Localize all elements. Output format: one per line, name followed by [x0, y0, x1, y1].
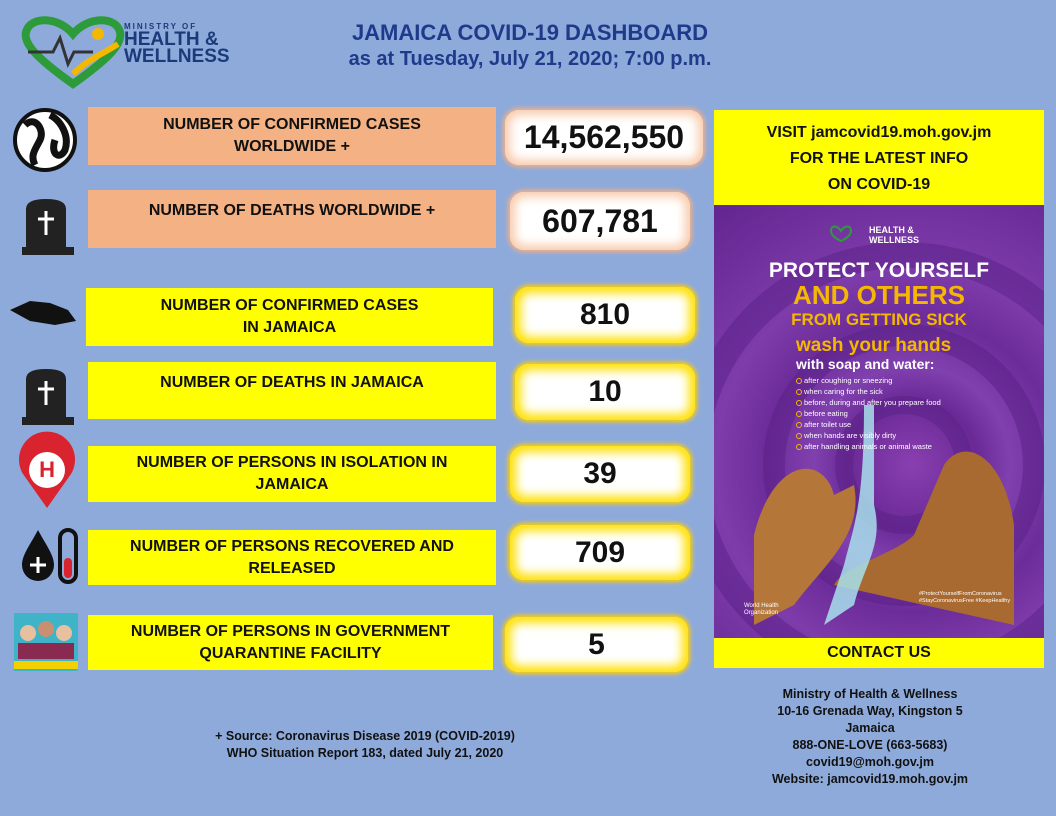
logo-text: MINISTRY OF HEALTH & WELLNESS: [124, 22, 230, 67]
bullet-dot: [796, 389, 802, 395]
bullet-item: before, during and after you prepare foo…: [796, 397, 941, 408]
page-subtitle: as at Tuesday, July 21, 2020; 7:00 p.m.: [348, 48, 712, 70]
bullet-text: before, during and after you prepare foo…: [804, 398, 941, 407]
poster-subhead: wash your hands: [796, 335, 952, 356]
contact-button[interactable]: CONTACT US: [714, 638, 1044, 668]
address-line[interactable]: covid19@moh.gov.jm: [806, 755, 934, 769]
stat-label: NUMBER OF DEATHS IN JAMAICA: [88, 362, 496, 419]
stat-label: NUMBER OF PERSONS RECOVERED AND RELEASED: [88, 530, 496, 585]
bullet-text: after handling animals or animal waste: [804, 442, 932, 451]
logo-line: WELLNESS: [124, 46, 230, 67]
stat-value: 39: [510, 446, 690, 502]
address-line: 888-ONE-LOVE (663-5683): [792, 738, 948, 752]
bullet-text: after coughing or sneezing: [804, 376, 893, 385]
poster-who: World Health Organization: [744, 603, 779, 616]
poster-logo: HEALTH & WELLNESS: [869, 225, 920, 245]
stat-icons: H: [10, 108, 78, 671]
bullet-dot: [796, 433, 802, 439]
stat-value: 14,562,550: [505, 110, 703, 165]
bullet-item: after handling animals or animal waste: [796, 441, 941, 452]
poster: HEALTH & WELLNESS PROTECT YOURSELF AND O…: [714, 205, 1044, 638]
headline-line: AND OTHERS: [793, 280, 965, 310]
logo-icon: [21, 16, 125, 89]
stat-label: NUMBER OF CONFIRMED CASES IN JAMAICA: [86, 288, 493, 346]
bullet-dot: [796, 400, 802, 406]
address: Ministry of Health & Wellness 10-16 Grena…: [740, 686, 1000, 788]
logo-line: HEALTH &: [124, 29, 219, 50]
visit-box[interactable]: VISIT jamcovid19.moh.gov.jm FOR THE LATE…: [714, 110, 1044, 205]
stat-value: 5: [505, 617, 688, 672]
svg-text:H: H: [39, 457, 55, 482]
poster-hashtags: #ProtectYourselfFromCoronavirus #StayCor…: [919, 591, 1011, 604]
address-line: Jamaica: [845, 721, 895, 735]
headline-line: PROTECT YOURSELF: [768, 259, 990, 282]
stat-label: NUMBER OF CONFIRMED CASES WORLDWIDE +: [88, 107, 496, 165]
stat-label: NUMBER OF DEATHS WORLDWIDE +: [88, 190, 496, 248]
address-line: 10-16 Grenada Way, Kingston 5: [777, 704, 963, 718]
stat-label: NUMBER OF PERSONS IN GOVERNMENT QUARANTI…: [88, 615, 493, 670]
source-note: + Source: Coronavirus Disease 2019 (COVI…: [215, 729, 515, 760]
bullet-text: after toilet use: [804, 420, 852, 429]
bullet-dot: [796, 378, 802, 384]
bullet-dot: [796, 411, 802, 417]
address-line[interactable]: Website: jamcovid19.moh.gov.jm: [771, 772, 969, 786]
stat-value: 709: [510, 525, 690, 580]
bullet-text: when hands are visibly dirty: [804, 431, 897, 440]
bullet-dot: [796, 444, 802, 450]
bullet-text: before eating: [804, 409, 848, 418]
bullet-item: when caring for the sick: [796, 386, 941, 397]
bullet-text: when caring for the sick: [804, 387, 883, 396]
stat-value: 607,781: [510, 192, 690, 250]
bullet-item: when hands are visibly dirty: [796, 430, 941, 441]
address-line: Ministry of Health & Wellness: [782, 687, 958, 701]
bullet-item: before eating: [796, 408, 941, 419]
bullet-item: after toilet use: [796, 419, 941, 430]
page-title: JAMAICA COVID-19 DASHBOARD: [351, 20, 709, 45]
poster-art: [714, 225, 1044, 638]
poster-bullets: after coughing or sneezing when caring fo…: [796, 375, 941, 452]
headline-line: FROM GETTING SICK: [791, 310, 967, 329]
stat-value: 10: [515, 364, 695, 420]
bullet-dot: [796, 422, 802, 428]
bullet-item: after coughing or sneezing: [796, 375, 941, 386]
stat-label: NUMBER OF PERSONS IN ISOLATION IN JAMAIC…: [88, 446, 496, 502]
logo-line: MINISTRY OF: [124, 22, 198, 31]
poster-headline: PROTECT YOURSELF AND OTHERS FROM GETTING…: [714, 260, 1044, 331]
stat-value: 810: [515, 287, 695, 343]
poster-subhead: with soap and water:: [796, 356, 935, 372]
